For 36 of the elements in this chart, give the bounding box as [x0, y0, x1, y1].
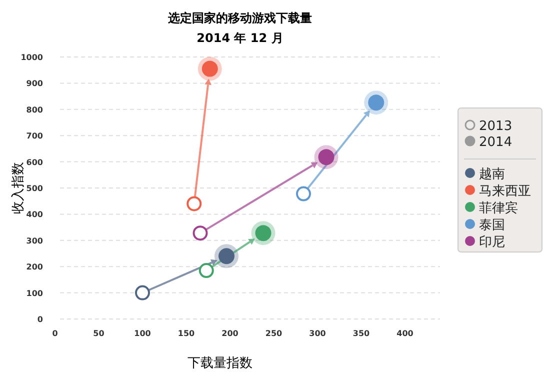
x-axis-title: 下载量指数 — [188, 356, 252, 371]
y-tick-label: 300 — [26, 236, 44, 246]
y-tick-label: 400 — [26, 210, 44, 220]
chart-subtitle: 2014 年 12 月 — [196, 31, 284, 45]
x-tick-label: 400 — [396, 329, 414, 338]
legend-label: 越南 — [479, 167, 505, 182]
y-tick-label: 0 — [37, 315, 44, 324]
legend-label: 印尼 — [479, 235, 505, 250]
legend-label: 泰国 — [479, 218, 505, 233]
y-axis-title: 收入指数 — [11, 162, 26, 214]
y-tick-label: 700 — [26, 132, 44, 141]
y-tick-label: 900 — [26, 79, 44, 88]
point — [186, 196, 202, 212]
y-tick-label: 600 — [26, 158, 44, 167]
y-tick-label: 1000 — [20, 53, 44, 62]
x-tick-label: 0 — [52, 329, 58, 338]
text: 2013 — [479, 119, 512, 134]
legend-label: 马来西亚 — [479, 184, 531, 199]
y-tick-label: 800 — [26, 105, 44, 114]
chart-title: 选定国家的移动游戏下载量 — [167, 11, 312, 25]
x-tick-label: 150 — [178, 329, 196, 338]
x-tick-label: 50 — [93, 329, 105, 338]
point — [135, 285, 150, 300]
legend-label: 菲律宾 — [479, 200, 518, 216]
point — [296, 186, 311, 202]
x-tick-label: 300 — [309, 329, 326, 338]
y-tick-label: 100 — [26, 288, 44, 298]
y-tick-label: 500 — [26, 184, 44, 193]
text: 2014 — [479, 135, 512, 150]
x-tick-label: 350 — [352, 329, 370, 338]
x-tick-label: 250 — [265, 329, 283, 338]
point — [192, 226, 208, 241]
x-tick-label: 200 — [222, 329, 239, 338]
y-tick-label: 200 — [26, 262, 44, 272]
x-tick-label: 100 — [134, 329, 152, 338]
point — [198, 263, 214, 278]
